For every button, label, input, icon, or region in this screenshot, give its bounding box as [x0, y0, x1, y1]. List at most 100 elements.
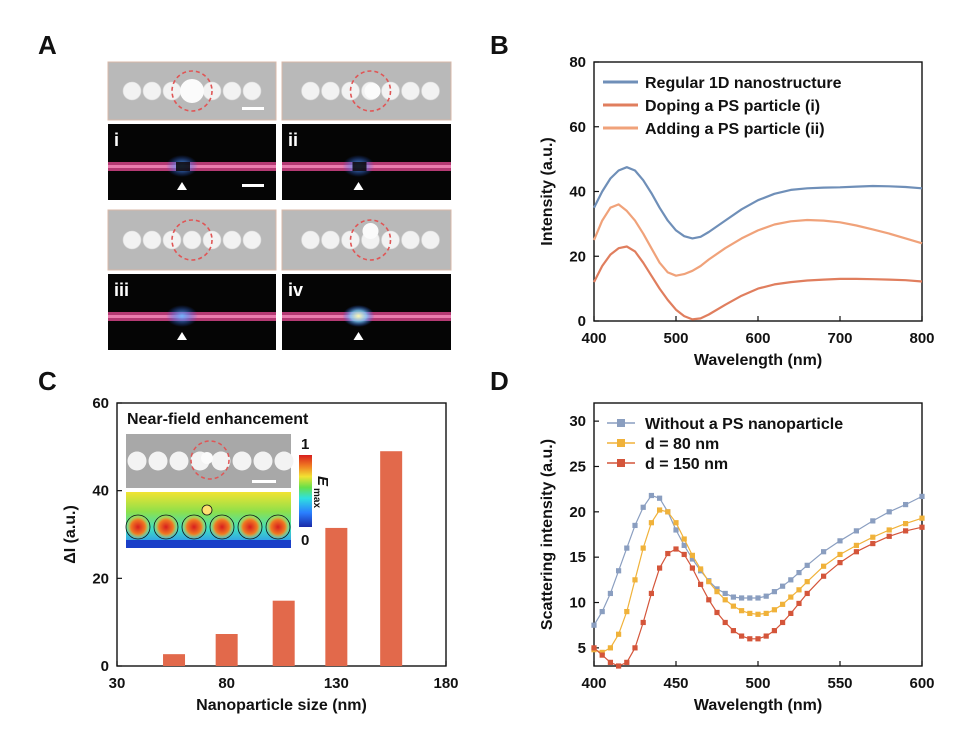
panel-d-data-point: [755, 636, 761, 642]
panel-d-data-point: [870, 540, 876, 547]
panel-b-series-line: [593, 245, 923, 321]
panel-d-data-point: [747, 595, 753, 601]
panel-d-data-point: [804, 562, 810, 568]
panel-d-data-point: [722, 597, 728, 603]
panel-d-y-tick-label: 10: [569, 595, 586, 612]
panel-b-y-tick-label: 0: [578, 313, 586, 330]
panel-d-data-point: [673, 527, 679, 533]
panel-d-data-point: [837, 551, 843, 558]
panel-d-data-point: [739, 608, 745, 614]
panel-d-data-point: [648, 520, 654, 526]
panel-d-data-point: [599, 608, 605, 615]
inset-colorbar-label-sub: max: [311, 488, 322, 508]
panel-d-data-point: [591, 622, 597, 628]
panel-d-data-point: [730, 603, 736, 609]
panel-d-series-line: [593, 526, 923, 667]
scale-bar: [242, 107, 264, 110]
panel-d-data-point: [665, 509, 671, 515]
inset-field-ps-particle: [201, 504, 213, 516]
sem-highlight-circle: [349, 70, 392, 112]
panel-d-data-point: [771, 607, 777, 613]
panel-d-data-point: [780, 583, 786, 589]
panel-d-data-point: [722, 590, 728, 597]
panel-d-data-point: [599, 649, 605, 655]
inset-scale-bar: [252, 480, 276, 483]
panel-d-x-tick-label: 600: [909, 675, 934, 692]
panel-d-x-axis-label: Wavelength (nm): [694, 697, 822, 714]
panel-d-y-tick-label: 20: [569, 504, 586, 521]
panel-b-series-line: [593, 166, 923, 240]
panel-b-series-line: [592, 203, 923, 277]
panel-d-data-point: [689, 565, 695, 571]
sem-ps-particle: [364, 83, 381, 99]
panel-d-data-point: [648, 590, 654, 597]
sem-ps-particle: [180, 79, 204, 103]
panel-d-data-point: [804, 590, 810, 597]
inset-sem-particle: [127, 451, 147, 471]
panel-d-data-point: [657, 495, 663, 501]
panel-b-x-tick-label: 800: [909, 330, 934, 347]
panel-d-data-point: [763, 593, 769, 599]
panel-d-data-point: [714, 589, 720, 595]
sem-particle: [142, 230, 162, 250]
scattering-spot: [166, 305, 198, 327]
scattering-gap: [176, 162, 190, 171]
panel-d-legend-swatch: [617, 459, 625, 467]
inset-colorbar-min: 0: [301, 532, 309, 549]
panel-b-legend-label: Adding a PS particle (ii): [645, 121, 825, 138]
panel-d-data-point: [804, 579, 810, 585]
panel-d-data-point: [624, 659, 630, 665]
panel-d-data-point: [870, 518, 876, 524]
sem-particle: [122, 81, 142, 101]
panel-c-bar: [215, 634, 238, 666]
sem-particle: [242, 81, 262, 101]
sem-particle: [401, 230, 420, 250]
panel-d-data-point: [788, 577, 794, 583]
sem-particle: [321, 230, 340, 250]
inset-field-hotspot: [181, 514, 207, 540]
panel-d-data-point: [640, 619, 646, 626]
panel-d-legend-swatch: [617, 419, 625, 427]
panel-d-data-point: [698, 566, 704, 572]
panel-c-y-tick-label: 40: [92, 483, 109, 500]
panel-d-data-point: [632, 577, 638, 583]
panel-b-x-axis-label: Wavelength (nm): [694, 352, 822, 369]
panel-d-legend-swatch: [617, 439, 625, 447]
panel-d-data-point: [714, 586, 720, 592]
panel-d-axes-frame: [593, 402, 923, 667]
inset-highlight-circle: [190, 440, 230, 480]
panel-d-data-point: [747, 610, 753, 616]
inset-sem-particle: [253, 451, 273, 471]
panel-d-data-point: [739, 633, 745, 639]
panel-d-data-point: [755, 595, 761, 601]
panel-d-data-point: [616, 568, 622, 574]
panel-d-x-tick-label: 400: [581, 675, 606, 692]
panel-d-data-point: [821, 573, 827, 579]
inset-field-map: [126, 492, 291, 548]
panel-d-data-point: [763, 610, 769, 616]
panel-d-data-point: [780, 619, 786, 626]
panel-c-chart: 30 80 130 180 0 20 40 60 Nanoparticle size (nm) Δ…: [62, 395, 459, 714]
panel-d-data-point: [706, 597, 712, 603]
panel-c-bar: [163, 654, 186, 666]
panel-b-x-tick-label: 600: [745, 330, 770, 347]
panel-d-data-point: [681, 536, 687, 542]
panel-d-data-point: [780, 601, 786, 607]
inset-sem-particle: [232, 451, 252, 471]
panel-b-legend-label: Regular 1D nanostructure: [645, 75, 842, 92]
sem-particle: [142, 81, 162, 101]
scale-bar: [242, 184, 264, 187]
panel-c-x-tick-label: 130: [324, 675, 349, 692]
inset-sem-ps-particle: [201, 452, 213, 464]
panel-d-data-point: [771, 589, 777, 595]
inset-colorbar: [299, 455, 312, 527]
sem-particle: [401, 81, 420, 101]
marker-triangle: [177, 332, 187, 340]
inset-field-hotspot: [265, 514, 291, 540]
panel-b-y-axis-label: Intensity (a.u.): [539, 137, 556, 245]
panel-d-data-point: [591, 645, 597, 651]
panel-d-data-point: [853, 542, 859, 548]
sem-particle: [162, 81, 182, 101]
panel-d-chart: 400 450 500 550 600 5 10 15 20 25 30 Wavelength (nm…: [539, 402, 935, 714]
